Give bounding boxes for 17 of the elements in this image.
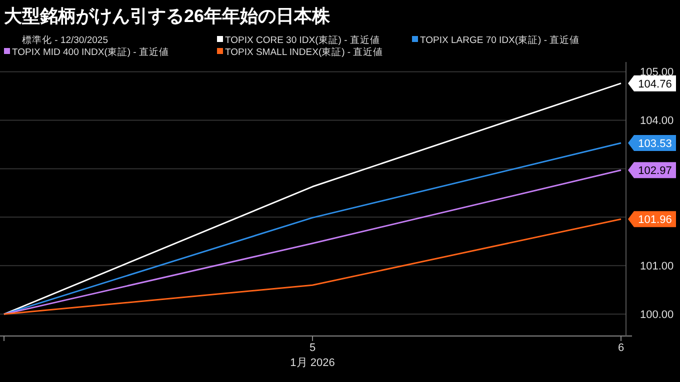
legend-title: 標準化 - 12/30/2025 bbox=[22, 34, 108, 46]
y-tick-label: 104.00 bbox=[640, 115, 674, 128]
y-tick-label: 100.00 bbox=[640, 309, 674, 322]
legend-label: TOPIX SMALL INDEX(東証) - 直近値 bbox=[225, 46, 384, 58]
x-tick-label: 6 bbox=[618, 342, 624, 354]
data-label: 101.96 bbox=[638, 214, 672, 226]
legend-label: TOPIX CORE 30 IDX(東証) - 直近値 bbox=[225, 34, 380, 46]
data-label: 103.53 bbox=[638, 138, 672, 150]
legend-label: TOPIX MID 400 INDX(東証) - 直近値 bbox=[12, 46, 169, 58]
data-label: 102.97 bbox=[638, 165, 672, 178]
x-tick-label: 5 bbox=[309, 342, 316, 354]
data-label: 104.76 bbox=[638, 78, 672, 90]
legend-label: TOPIX LARGE 70 IDX(東証) - 直近値 bbox=[420, 34, 580, 46]
chart-title: 大型銘柄がけん引する26年年始の日本株 bbox=[3, 6, 332, 26]
y-tick-label: 101.00 bbox=[640, 260, 674, 273]
x-axis-title: 1月 2026 bbox=[290, 357, 335, 369]
y-tick-label: 105.00 bbox=[640, 66, 674, 79]
